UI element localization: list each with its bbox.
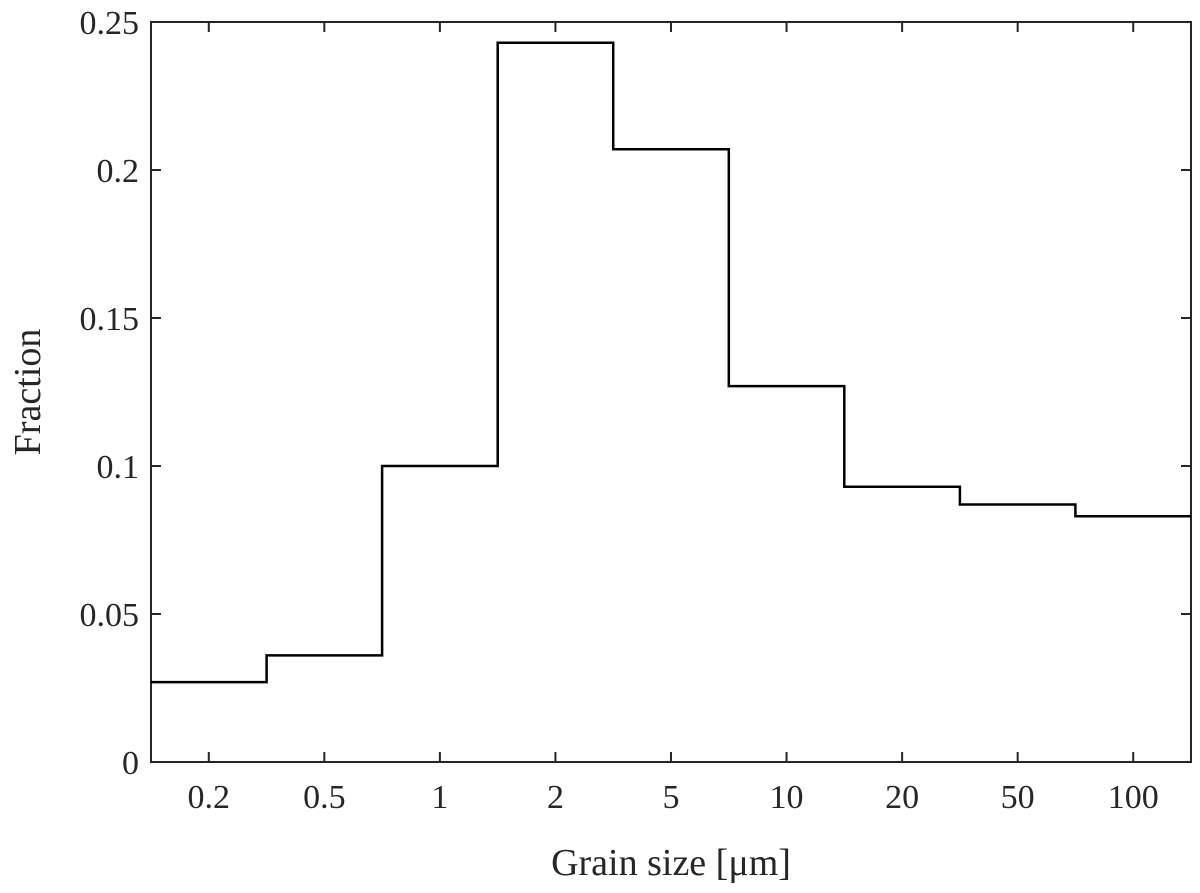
x-axis: 0.2 0.5 1 2 5 10 20 50 100 [188,22,1159,816]
y-tick-label: 0 [122,745,139,782]
x-tick-label: 20 [885,779,919,816]
x-tick-label: 0.2 [188,779,231,816]
plot-area [150,21,1192,763]
y-tick-label: 0.05 [80,597,140,634]
x-tick-label: 10 [770,779,804,816]
y-tick-label: 0.15 [80,301,140,338]
x-tick-label: 0.5 [303,779,346,816]
x-tick-label: 1 [431,779,448,816]
y-axis: 0 0.05 0.1 0.15 0.2 0.25 [80,5,1191,782]
x-tick-label: 5 [663,779,680,816]
x-tick-label: 2 [547,779,564,816]
x-axis-title: Grain size [μm] [551,842,791,884]
x-tick-label: 50 [1001,779,1035,816]
y-tick-label: 0.2 [97,153,140,190]
y-tick-label: 0.25 [80,5,140,42]
y-axis-title: Fraction [7,329,49,456]
x-tick-label: 100 [1108,779,1159,816]
histogram-step-line [151,41,1191,684]
y-tick-label: 0.1 [97,449,140,486]
